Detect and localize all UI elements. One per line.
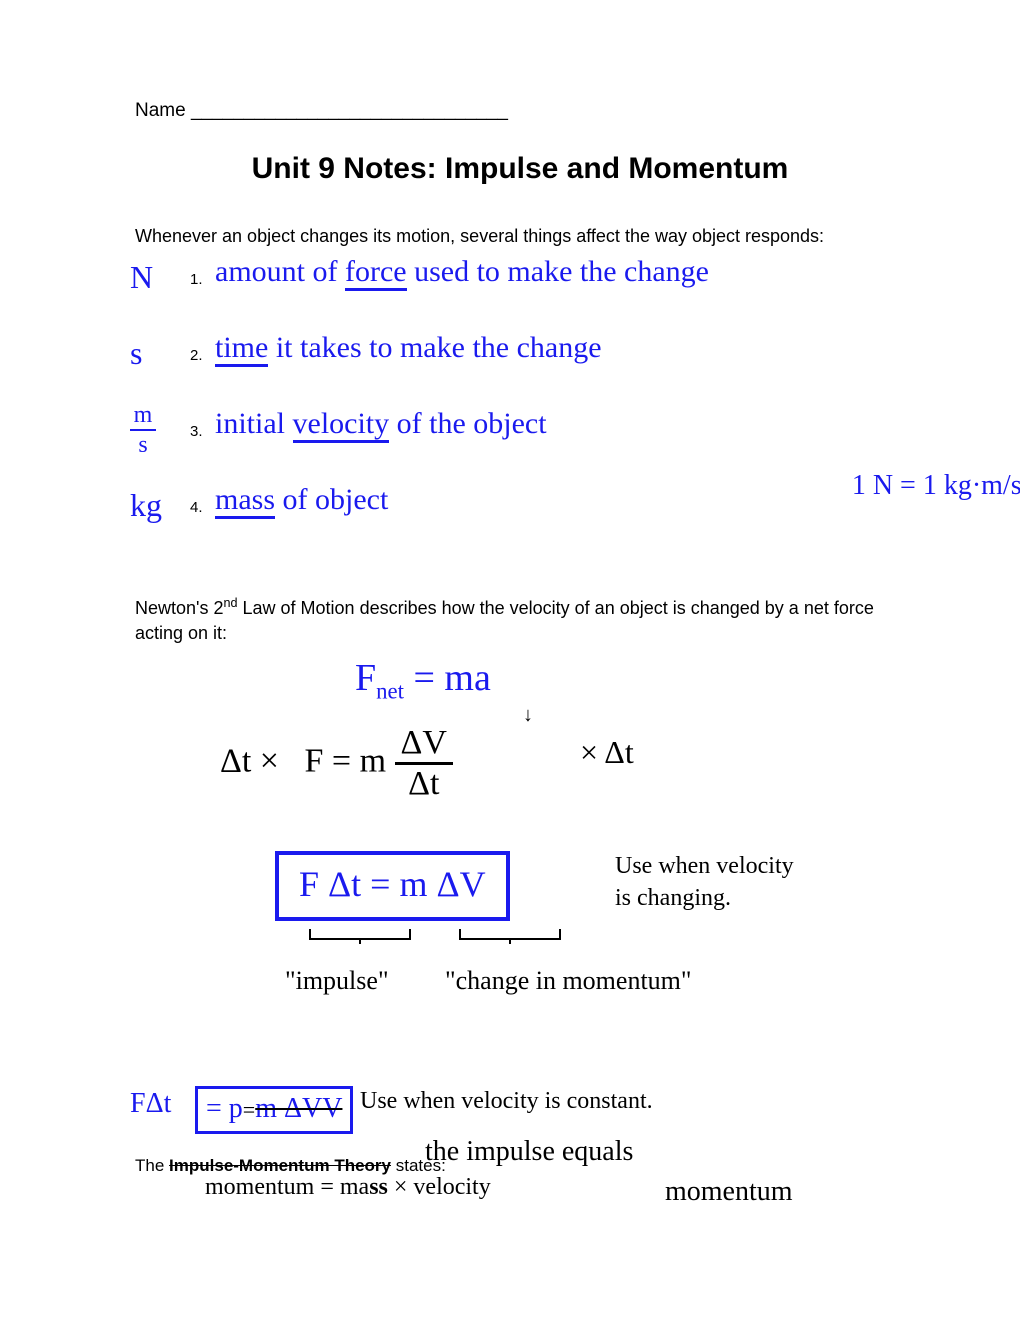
newton-unit-eq: 1 N = 1 kg·m/s² [852, 470, 1020, 502]
impulse-label: "impulse" [285, 966, 389, 996]
item-text-1: amount of force used to make the change [215, 255, 709, 289]
second-law-text: Newton's 2nd Law of Motion describes how… [135, 595, 905, 646]
constant-v-note: Use when velocity is constant. [360, 1088, 653, 1115]
list-item: kg 4. mass of object [135, 487, 905, 535]
item-text-4: mass of object [215, 483, 388, 517]
fdt-label: FΔt [130, 1088, 171, 1120]
momentum-box-2: = p=m ΔVV [195, 1086, 353, 1134]
item-number-1: 1. [190, 271, 203, 288]
unit-label-1: N [130, 259, 153, 296]
item-number-4: 4. [190, 499, 203, 516]
eq-fnet: Fnet = ma [355, 656, 491, 705]
unit-label-2: s [130, 335, 142, 372]
list-item: ms 3. initial velocity of the object [135, 411, 905, 459]
unit-label-4: kg [130, 487, 162, 524]
item-text-3: initial velocity of the object [215, 407, 547, 441]
bracket-momentum [455, 924, 565, 960]
box-note: Use when velocityis changing. [615, 851, 794, 913]
list-item: N 1. amount of force used to make the ch… [135, 259, 905, 307]
item-number-3: 3. [190, 423, 203, 440]
bracket-impulse [305, 924, 415, 960]
momentum-definition: momentum = mass × velocity [205, 1174, 491, 1201]
impulse-momentum-box: F Δt = m ΔV [275, 851, 510, 921]
momentum-change-label: "change in momentum" [445, 966, 692, 996]
name-field-label: Name ______________________________ [135, 100, 905, 122]
item-text-2: time it takes to make the change [215, 331, 602, 365]
item-number-2: 2. [190, 347, 203, 364]
eq-derivation-right: × Δt [580, 734, 634, 771]
page-title: Unit 9 Notes: Impulse and Momentum [135, 152, 905, 186]
unit-label-3: ms [130, 403, 156, 457]
list-item: s 2. time it takes to make the change [135, 335, 905, 383]
theory-handwritten-2: momentum [665, 1176, 793, 1208]
arrow-icon: ↓ [523, 704, 533, 727]
equation-area: Fnet = ma ↓ Δt × F = m ΔV Δt × Δt F Δt =… [135, 656, 905, 1256]
theory-statement: The Impulse-Momentum Theory states: [135, 1156, 446, 1176]
eq-derivation: Δt × F = m ΔV Δt [220, 726, 453, 801]
intro-text: Whenever an object changes its motion, s… [135, 226, 905, 247]
theory-handwritten: the impulse equals [425, 1136, 633, 1168]
